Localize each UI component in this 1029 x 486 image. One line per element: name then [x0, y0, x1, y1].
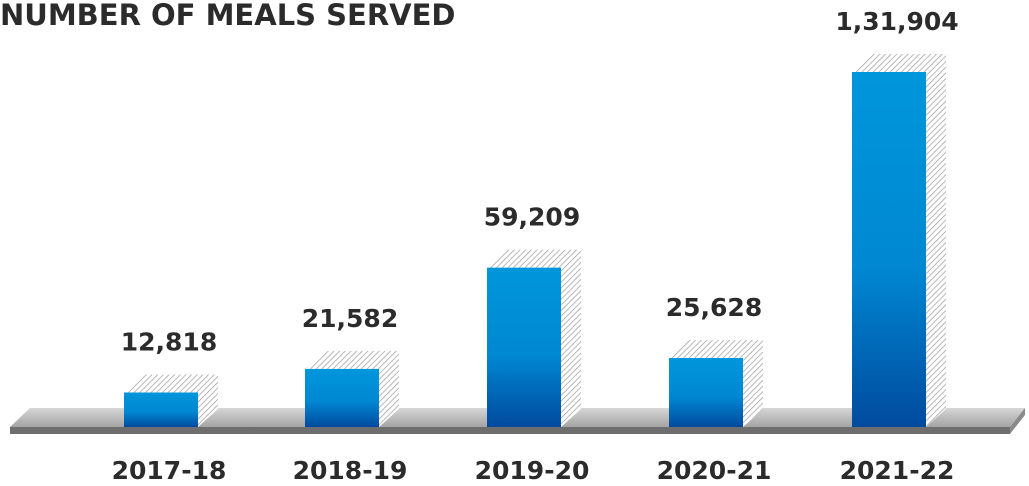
value-label: 59,209 [484, 203, 580, 232]
x-tick-label: 2021-22 [840, 456, 955, 485]
chart-title: NUMBER OF MEALS SERVED [0, 0, 456, 32]
bar-shadow [305, 350, 399, 427]
x-tick-label: 2018-19 [293, 456, 408, 485]
floor-edge [10, 427, 1010, 434]
bar [487, 267, 561, 427]
bar [305, 368, 379, 427]
value-label: 1,31,904 [835, 7, 958, 36]
bar [669, 358, 743, 427]
bar-shadow [852, 54, 946, 427]
bar-shadow [669, 340, 763, 427]
value-label: 21,582 [302, 304, 398, 333]
value-label: 25,628 [666, 293, 762, 322]
floor-side [1010, 408, 1025, 434]
x-tick-label: 2017-18 [112, 456, 227, 485]
bar-shadow [124, 374, 218, 427]
bar [124, 392, 198, 427]
x-tick-label: 2019-20 [475, 456, 590, 485]
value-label: 12,818 [121, 328, 217, 357]
bars: 12,818 21,582 59,209 25,628 1,31,904 [121, 7, 959, 427]
bar [852, 72, 926, 427]
x-tick-label: 2020-21 [657, 456, 772, 485]
bar-shadow [487, 249, 581, 427]
